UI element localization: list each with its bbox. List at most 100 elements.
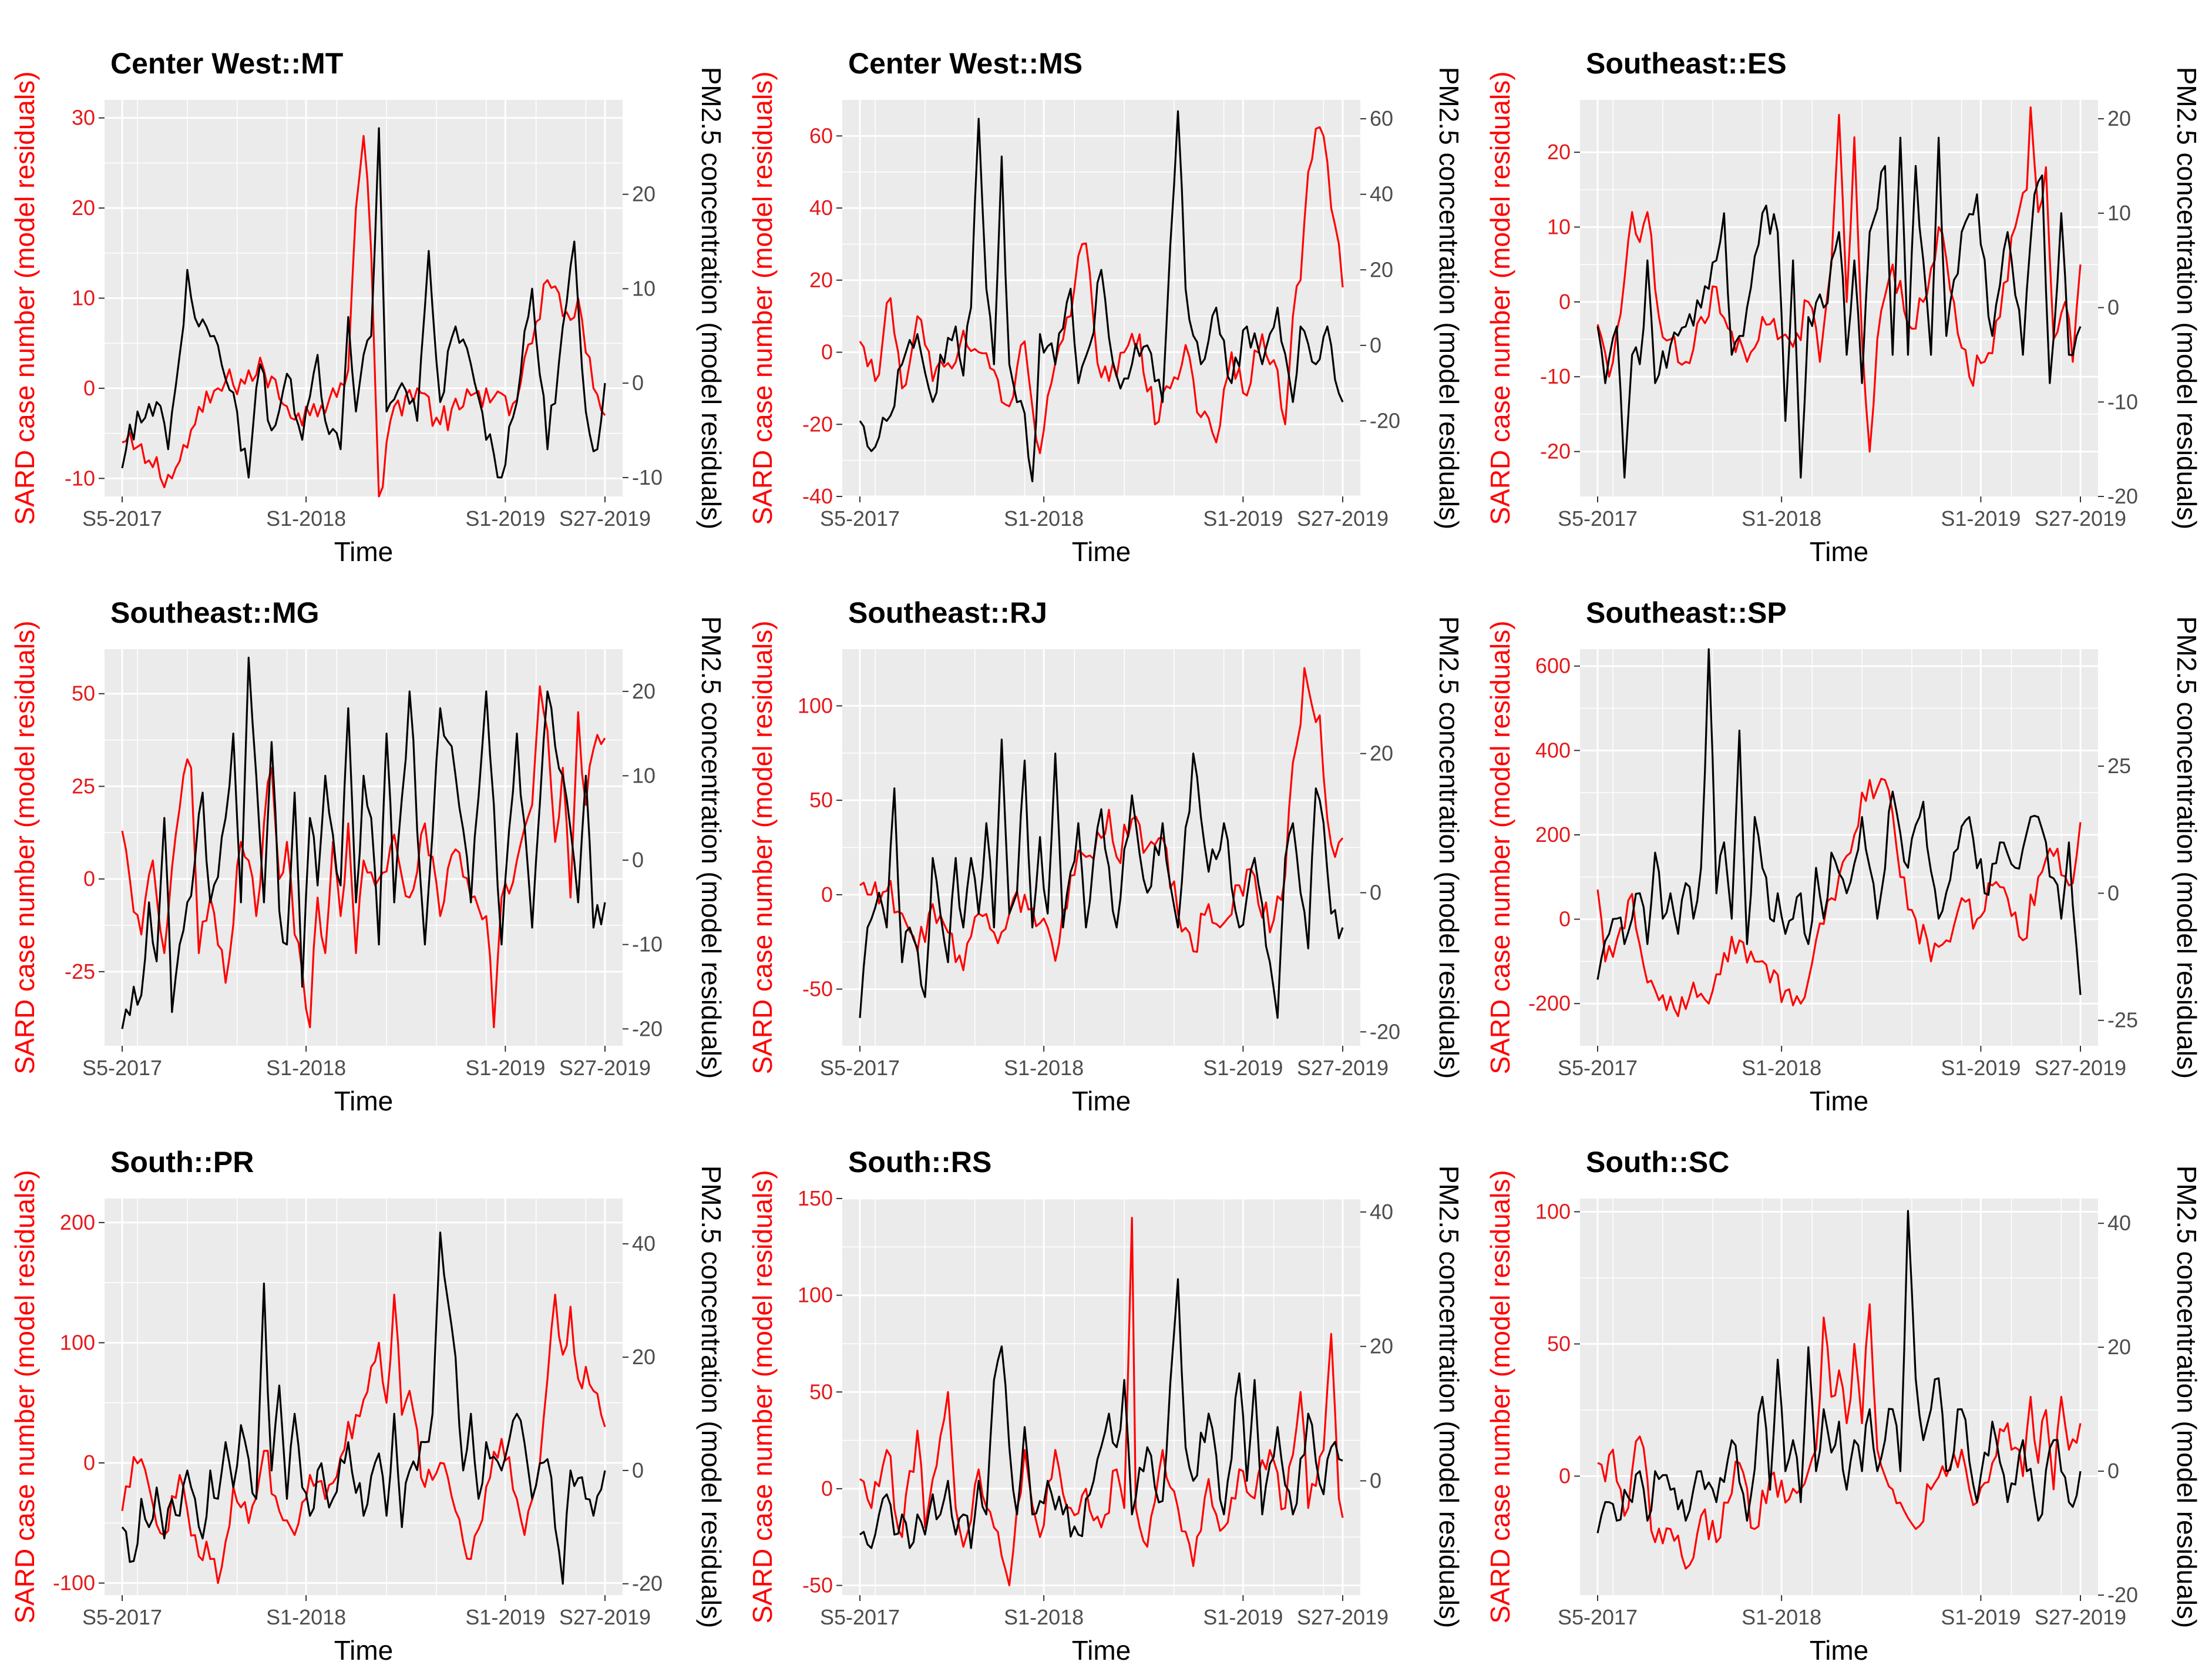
- y-right-tick-label: -10: [632, 932, 663, 956]
- pm25-series-line: [859, 739, 1344, 1019]
- pm25-series-line: [121, 656, 606, 1029]
- y-axis-label-right: PM2.5 concentration (model residuals): [696, 67, 727, 529]
- x-axis-label: Time: [334, 536, 394, 567]
- y-left-tick-label: 50: [1547, 1332, 1571, 1356]
- chart-panel: -50 0 50 100 150 0 20 40 S5-2017 S1-2018 S1-2019 S2…: [747, 1146, 1464, 1666]
- y-right-tick-label: 20: [2107, 106, 2131, 130]
- y-right-tick-label: 0: [2107, 1459, 2119, 1483]
- y-right-tick-label: -20: [2107, 1583, 2138, 1607]
- y-axis-label-right: PM2.5 concentration (model residuals): [696, 1166, 727, 1628]
- chart-panel: 0 50 100 -20 0 20 40 S5-2017 S1-2018 S1-2019 S27-2…: [1485, 1146, 2202, 1666]
- y-axis-label-right: PM2.5 concentration (model residuals): [1434, 616, 1464, 1079]
- sard-series-line: [121, 1294, 606, 1585]
- sard-series-line: [1597, 1303, 2082, 1570]
- y-right-tick-label: 40: [1370, 1200, 1393, 1224]
- y-right-tick-label: 20: [632, 1345, 655, 1369]
- y-left-tick-label: -20: [1540, 439, 1571, 464]
- y-right-tick-label: 0: [1370, 880, 1381, 904]
- y-left-tick-label: 30: [72, 106, 95, 130]
- plot-area: [842, 100, 1360, 496]
- y-left-tick-label: 0: [1559, 907, 1571, 931]
- x-axis-label: Time: [1072, 1635, 1131, 1666]
- y-right-tick-label: 20: [1370, 257, 1393, 281]
- x-axis-label: Time: [334, 1086, 394, 1116]
- x-tick-label: S5-2017: [1558, 506, 1638, 531]
- y-left-tick-label: 150: [798, 1186, 833, 1210]
- y-left-tick-label: 0: [821, 1476, 833, 1501]
- y-left-tick-label: 20: [1547, 140, 1571, 164]
- pm25-series-line: [121, 127, 606, 479]
- y-axis-label-left: SARD case number (model residuals): [747, 620, 778, 1074]
- chart-title: Center West::MT: [110, 47, 343, 80]
- x-tick-label: S5-2017: [1558, 1605, 1638, 1629]
- y-axis-label-left: SARD case number (model residuals): [9, 620, 40, 1074]
- x-tick-label: S27-2019: [559, 506, 651, 531]
- sard-series-line: [859, 1217, 1344, 1587]
- x-tick-label: S5-2017: [82, 1605, 162, 1629]
- y-right-tick-label: 25: [2107, 754, 2131, 778]
- x-tick-label: S5-2017: [820, 1056, 900, 1080]
- x-tick-label: S27-2019: [559, 1056, 651, 1080]
- y-right-tick-label: 40: [632, 1231, 655, 1256]
- y-left-tick-label: 60: [809, 123, 833, 147]
- y-right-tick-label: -20: [632, 1572, 663, 1596]
- y-right-tick-label: 20: [1370, 741, 1393, 766]
- y-right-tick-label: 10: [2107, 201, 2131, 225]
- x-tick-label: S1-2018: [1742, 1056, 1821, 1080]
- y-right-tick-label: 40: [2107, 1211, 2131, 1235]
- y-right-tick-label: 0: [1370, 1469, 1381, 1493]
- x-tick-label: S1-2018: [266, 506, 346, 531]
- x-tick-label: S1-2018: [266, 1056, 346, 1080]
- sard-series-line: [122, 135, 606, 498]
- y-right-tick-label: -20: [2107, 484, 2138, 508]
- pm25-series-line: [859, 1278, 1343, 1549]
- y-left-tick-label: 0: [83, 1451, 95, 1475]
- x-tick-label: S1-2019: [465, 1056, 545, 1080]
- y-axis-label-right: PM2.5 concentration (model residuals): [696, 616, 727, 1079]
- x-axis-label: Time: [1810, 1086, 1869, 1116]
- x-tick-label: S1-2019: [1203, 506, 1283, 531]
- y-left-tick-label: 0: [83, 376, 95, 400]
- y-left-tick-label: 600: [1535, 654, 1571, 678]
- y-left-tick-label: 40: [809, 196, 833, 220]
- y-left-tick-label: 25: [72, 774, 95, 798]
- y-right-tick-label: 0: [632, 1458, 644, 1482]
- y-right-tick-label: 20: [2107, 1335, 2131, 1359]
- chart-panel: -40 -20 0 20 40 60 -20 0 20 40 60 S5-2017 S1-2018 S1-…: [747, 47, 1464, 567]
- x-tick-label: S1-2018: [266, 1605, 346, 1629]
- y-left-tick-label: -10: [1540, 364, 1571, 388]
- chart-title: South::SC: [1586, 1146, 1729, 1179]
- x-tick-label: S1-2019: [465, 506, 545, 531]
- chart-title: South::RS: [848, 1146, 991, 1179]
- y-axis-label-left: SARD case number (model residuals): [1485, 620, 1515, 1074]
- plot-area: [1580, 100, 2098, 496]
- y-left-tick-label: 20: [72, 196, 95, 220]
- sard-series-line: [1596, 777, 2082, 1018]
- y-right-tick-label: 10: [632, 276, 655, 300]
- y-left-tick-label: 100: [798, 1283, 833, 1307]
- x-tick-label: S5-2017: [82, 1056, 162, 1080]
- y-left-tick-label: -10: [65, 466, 95, 490]
- y-right-tick-label: 20: [632, 182, 655, 206]
- y-left-tick-label: 100: [798, 693, 833, 717]
- y-right-tick-label: 0: [1370, 333, 1381, 357]
- y-left-tick-label: 200: [60, 1210, 95, 1234]
- y-left-tick-label: -100: [53, 1571, 95, 1595]
- x-tick-label: S5-2017: [82, 506, 162, 531]
- y-axis-label-left: SARD case number (model residuals): [9, 71, 40, 525]
- x-tick-label: S1-2019: [1203, 1056, 1283, 1080]
- x-tick-label: S1-2019: [1941, 506, 2021, 531]
- y-axis-label-left: SARD case number (model residuals): [1485, 71, 1515, 525]
- pm25-series-line: [859, 110, 1344, 482]
- y-right-tick-label: -20: [1370, 1019, 1400, 1043]
- y-left-tick-label: 50: [809, 788, 833, 812]
- chart-title: Center West::MS: [848, 47, 1083, 80]
- x-tick-label: S5-2017: [820, 506, 900, 531]
- chart-title: South::PR: [110, 1146, 254, 1179]
- y-left-tick-label: -50: [802, 977, 833, 1001]
- y-axis-label-left: SARD case number (model residuals): [747, 71, 778, 525]
- x-axis-label: Time: [334, 1635, 394, 1666]
- x-tick-label: S1-2019: [1941, 1605, 2021, 1629]
- x-axis-label: Time: [1810, 1635, 1869, 1666]
